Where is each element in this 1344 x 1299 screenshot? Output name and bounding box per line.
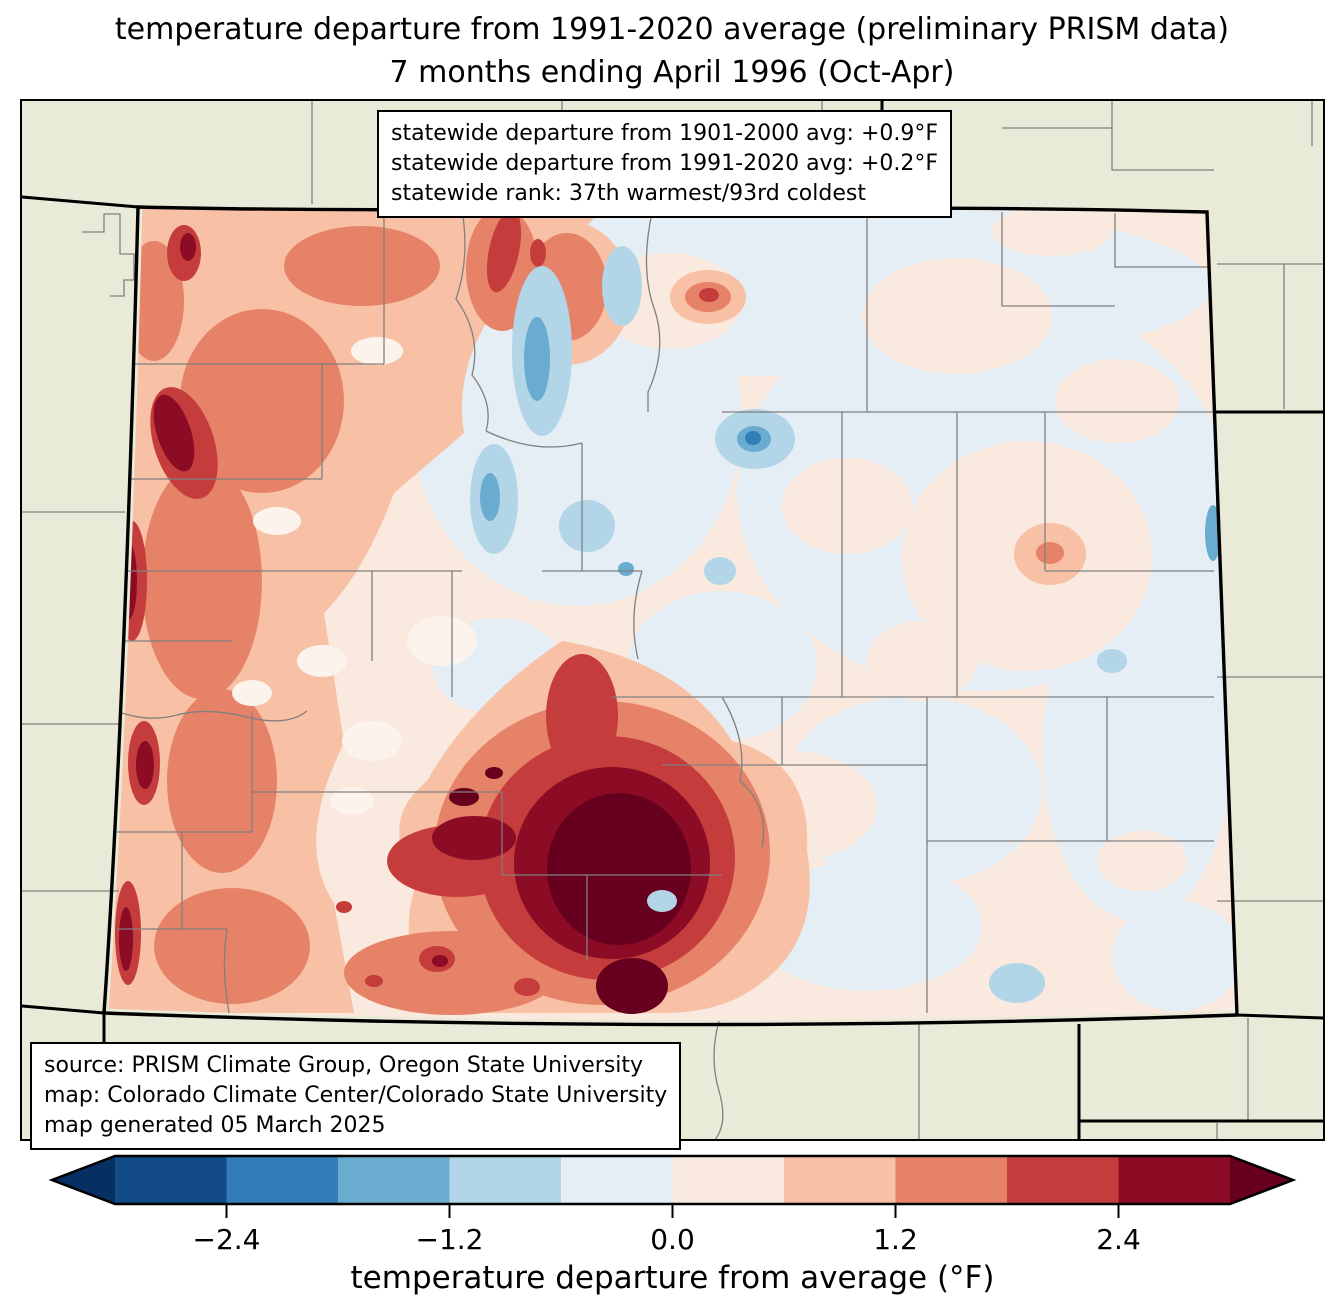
tick-label: 1.2 <box>873 1223 918 1256</box>
colorbar-axis-label: temperature departure from average (°F) <box>351 1260 995 1296</box>
source-attribution-box: source: PRISM Climate Group, Oregon Stat… <box>30 1042 682 1150</box>
warm-anomaly-west <box>104 207 1086 1015</box>
statewide-stats-box: statewide departure from 1901-2000 avg: … <box>377 110 953 218</box>
tick-label: 0.0 <box>650 1223 695 1256</box>
stats-line-rank: statewide rank: 37th warmest/93rd coldes… <box>391 181 866 206</box>
figure-title-line1: temperature departure from 1991-2020 ave… <box>114 12 1230 47</box>
source-line: source: PRISM Climate Group, Oregon Stat… <box>44 1053 644 1078</box>
colorbar-segment <box>561 1156 673 1204</box>
colorbar-segment <box>1007 1156 1119 1204</box>
colorbar-segment <box>449 1156 561 1204</box>
colorbar-under-arrow <box>52 1156 115 1204</box>
stats-line-1901-2000: statewide departure from 1901-2000 avg: … <box>391 121 939 146</box>
colorbar-segment <box>115 1156 227 1204</box>
generated-date-line: map generated 05 March 2025 <box>44 1113 386 1138</box>
tick-label: 2.4 <box>1096 1223 1141 1256</box>
colorbar-over-arrow <box>1230 1156 1293 1204</box>
stats-line-1991-2020: statewide departure from 1991-2020 avg: … <box>391 151 939 176</box>
tick-label: −1.2 <box>416 1223 484 1256</box>
colorbar-segment <box>895 1156 1007 1204</box>
colorbar-tick-labels: −2.4 −1.2 0.0 1.2 2.4 <box>193 1223 1141 1256</box>
colorbar-segments <box>52 1156 1293 1204</box>
temperature-fill-field <box>104 207 1237 1025</box>
map-axes: statewide departure from 1901-2000 avg: … <box>20 99 1325 1150</box>
colorbar-outline <box>48 1154 1297 1206</box>
tick-label: −2.4 <box>193 1223 261 1256</box>
county-boundaries <box>116 208 1216 1014</box>
colorbar-segment <box>226 1156 338 1204</box>
colorbar-segment <box>672 1156 784 1204</box>
colorbar: −2.4 −1.2 0.0 1.2 2.4 temperature depart… <box>48 1154 1297 1296</box>
colorado-anomaly-map <box>22 101 1323 1139</box>
figure-title-line2: 7 months ending April 1996 (Oct-Apr) <box>389 55 955 90</box>
colorbar-segment <box>1118 1156 1230 1204</box>
colorbar-segment <box>338 1156 450 1204</box>
near-white-patches <box>232 337 477 815</box>
colorbar-segment <box>784 1156 896 1204</box>
figure-title: temperature departure from 1991-2020 ave… <box>0 8 1344 94</box>
cool-anomaly-cores <box>470 246 1221 1003</box>
colorbar-ticks <box>225 1204 1120 1218</box>
map-credit-line: map: Colorado Climate Center/Colorado St… <box>44 1083 668 1108</box>
